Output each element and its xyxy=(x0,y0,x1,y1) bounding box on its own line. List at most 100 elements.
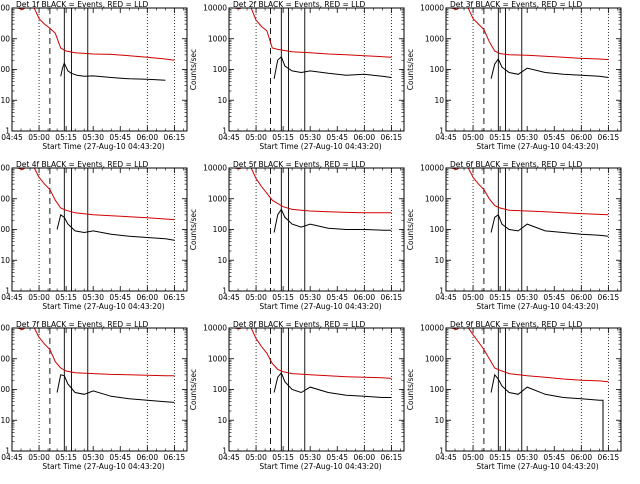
x-tick-label: 05:15 xyxy=(55,293,77,302)
y-tick-label: 10 xyxy=(217,256,227,265)
y-tick-label: 10000 xyxy=(0,324,10,333)
x-tick-label: 05:15 xyxy=(272,133,294,142)
panel-title: Det 5f BLACK = Events, RED = LLD xyxy=(233,160,366,169)
lld-series-line xyxy=(450,328,609,383)
panel-det-6: Det 6f BLACK = Events, RED = LLD Counts/s… xyxy=(406,160,622,311)
panel-det-1: Det 1f BLACK = Events, RED = LLDCounts/s… xyxy=(0,0,188,151)
x-tick-label: 04:45 xyxy=(1,453,23,462)
y-tick-label: 10 xyxy=(217,96,227,105)
y-tick-label: 100 xyxy=(430,225,445,234)
y-tick-label: 10000 xyxy=(420,4,444,13)
lld-series-line xyxy=(450,168,609,216)
y-tick-label: 10 xyxy=(0,416,10,425)
x-tick-label: 06:15 xyxy=(164,133,186,142)
x-axis-label: Start Time (27-Aug-10 04:43:20) xyxy=(259,302,381,311)
plot-data xyxy=(450,8,609,131)
plot-frame xyxy=(11,167,188,292)
plot-data xyxy=(16,328,175,451)
y-axis-label: Counts/sec xyxy=(406,209,415,250)
y-tick-label: 1000 xyxy=(425,194,444,203)
y-tick-label: 10000 xyxy=(0,4,10,13)
x-tick-label: 05:45 xyxy=(326,133,348,142)
x-tick-label: 06:15 xyxy=(598,453,620,462)
y-tick-label: 10000 xyxy=(203,324,227,333)
plot-data xyxy=(450,328,609,451)
x-tick-label: 05:30 xyxy=(299,453,321,462)
x-tick-label: 05:00 xyxy=(28,293,50,302)
plot-frame xyxy=(228,7,405,132)
y-tick-label: 100 xyxy=(430,65,445,74)
x-axis-label: Start Time (27-Aug-10 04:43:20) xyxy=(476,302,598,311)
y-tick-label: 1000 xyxy=(208,354,227,363)
x-tick-label: 04:45 xyxy=(1,133,23,142)
x-tick-label: 05:45 xyxy=(543,133,565,142)
events-series-line xyxy=(56,213,175,241)
lld-series-line xyxy=(16,168,175,221)
y-tick-label: 1 xyxy=(439,127,444,136)
x-tick-label: 05:15 xyxy=(489,453,511,462)
y-tick-label: 10 xyxy=(0,96,10,105)
x-axis-label: Start Time (27-Aug-10 04:43:20) xyxy=(42,462,164,471)
x-tick-label: 05:00 xyxy=(28,133,50,142)
y-tick-label: 1000 xyxy=(0,34,10,43)
x-tick-label: 05:30 xyxy=(516,453,538,462)
x-tick-label: 05:30 xyxy=(82,133,104,142)
x-tick-label: 05:15 xyxy=(489,293,511,302)
plot-frame xyxy=(445,167,622,292)
y-tick-label: 1 xyxy=(5,287,10,296)
x-tick-label: 05:45 xyxy=(326,293,348,302)
x-tick-label: 06:00 xyxy=(136,133,158,142)
y-tick-label: 1000 xyxy=(0,194,10,203)
y-tick-label: 10 xyxy=(0,256,10,265)
panel-det-4: Det 4f BLACK = Events, RED = LLDCounts/s… xyxy=(0,160,188,311)
events-series-line xyxy=(56,374,175,403)
x-tick-label: 06:00 xyxy=(570,293,592,302)
panel-det-9: Det 9f BLACK = Events, RED = LLD Counts/s… xyxy=(406,320,622,471)
x-tick-label: 05:45 xyxy=(326,453,348,462)
x-axis-label: Start Time (27-Aug-10 04:43:20) xyxy=(42,302,164,311)
y-tick-label: 100 xyxy=(0,225,10,234)
x-tick-label: 05:45 xyxy=(109,133,131,142)
x-tick-label: 04:45 xyxy=(435,453,457,462)
y-tick-label: 10000 xyxy=(203,164,227,173)
lld-series-line xyxy=(450,8,609,61)
y-tick-label: 1 xyxy=(5,127,10,136)
y-tick-label: 1 xyxy=(222,127,227,136)
panel-title: Det 7f BLACK = Events, RED = LLD xyxy=(16,320,149,329)
plot-frame xyxy=(11,7,188,132)
events-series-line xyxy=(490,373,605,451)
x-tick-label: 05:30 xyxy=(299,133,321,142)
x-tick-label: 06:00 xyxy=(353,133,375,142)
panel-title: Det 9f BLACK = Events, RED = LLD xyxy=(450,320,583,329)
x-tick-label: 04:45 xyxy=(1,293,23,302)
x-tick-label: 06:00 xyxy=(353,453,375,462)
x-tick-label: 05:00 xyxy=(245,133,267,142)
plot-data xyxy=(450,168,609,291)
x-axis-label: Start Time (27-Aug-10 04:43:20) xyxy=(42,142,164,151)
y-tick-label: 10000 xyxy=(203,4,227,13)
plot-data xyxy=(233,328,392,451)
x-tick-label: 05:30 xyxy=(82,453,104,462)
x-tick-label: 05:30 xyxy=(516,293,538,302)
plot-data xyxy=(233,168,392,291)
x-tick-label: 04:45 xyxy=(218,453,240,462)
x-tick-label: 05:15 xyxy=(55,133,77,142)
x-tick-label: 05:45 xyxy=(543,293,565,302)
x-tick-label: 05:15 xyxy=(55,453,77,462)
x-tick-label: 05:45 xyxy=(543,453,565,462)
x-tick-label: 05:15 xyxy=(489,133,511,142)
lld-series-line xyxy=(16,8,175,61)
x-tick-label: 06:00 xyxy=(136,293,158,302)
plot-data xyxy=(233,8,392,131)
y-tick-label: 100 xyxy=(430,385,445,394)
panel-title: Det 8f BLACK = Events, RED = LLD xyxy=(233,320,366,329)
x-tick-label: 06:15 xyxy=(381,453,403,462)
x-axis-label: Start Time (27-Aug-10 04:43:20) xyxy=(476,462,598,471)
x-tick-label: 06:15 xyxy=(164,453,186,462)
events-series-line xyxy=(490,57,609,79)
y-axis-label: Counts/sec xyxy=(406,369,415,410)
x-tick-label: 06:00 xyxy=(570,453,592,462)
panel-det-3: Det 3f BLACK = Events, RED = LLD Counts/s… xyxy=(406,0,622,151)
y-tick-label: 1 xyxy=(439,447,444,456)
